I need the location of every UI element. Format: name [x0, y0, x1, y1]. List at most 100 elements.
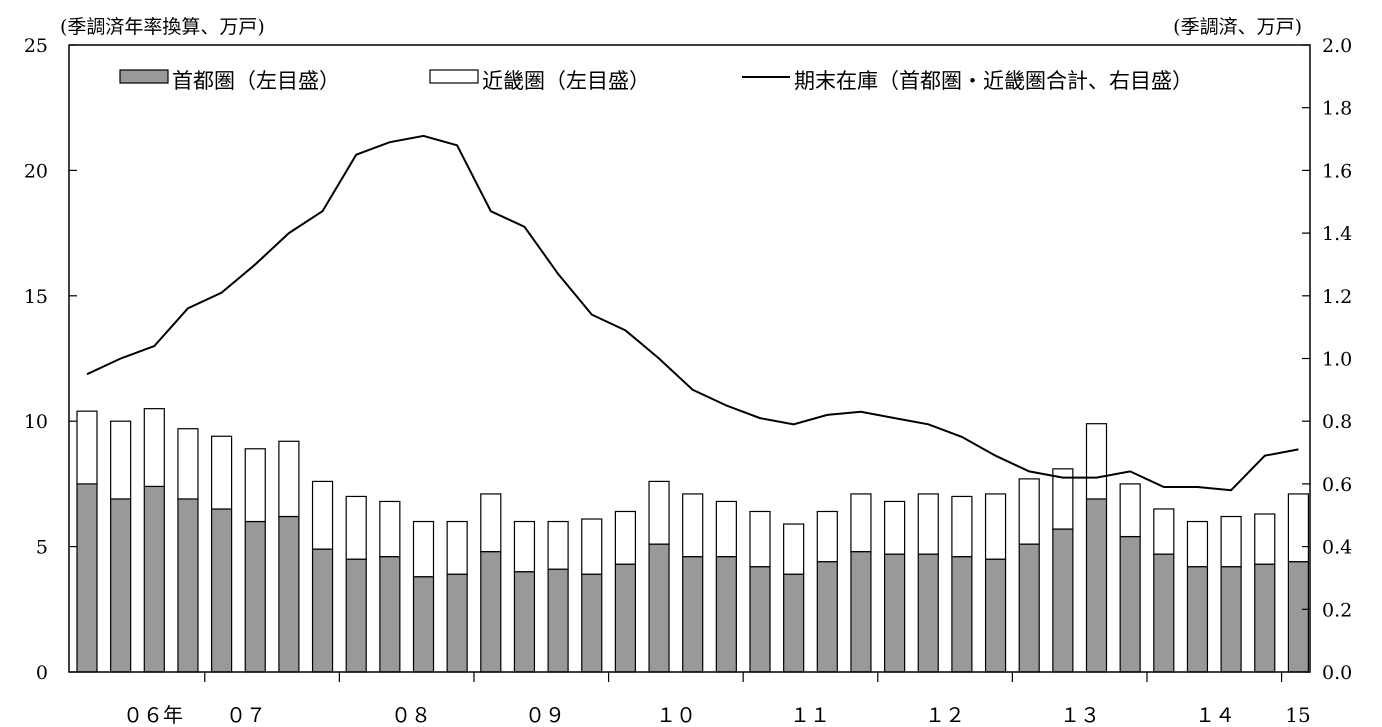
bar-tokyo	[614, 563, 637, 673]
legend-label-inventory: 期末在庫（首都圏・近畿圏合計、右目盛）	[794, 69, 1193, 93]
right-tick-label: 1.0	[1322, 349, 1352, 371]
bar-tokyo	[345, 558, 367, 673]
right-tick-label: 1.8	[1322, 98, 1352, 120]
right-tick-label: 0.4	[1322, 537, 1352, 559]
bar-kinki	[715, 500, 737, 558]
legend-swatch-tokyo	[119, 69, 169, 84]
left-tick-label: 15	[24, 286, 48, 308]
legend-swatch-kinki	[429, 69, 479, 84]
left-tick-label: 20	[24, 160, 48, 182]
x-tick-label: １４	[1195, 703, 1235, 727]
bar-tokyo	[783, 573, 805, 673]
bar-kinki	[648, 480, 670, 545]
bar-kinki	[547, 520, 569, 570]
bar-tokyo	[1052, 528, 1074, 673]
bar-kinki	[513, 520, 536, 573]
right-tick-label: 0.2	[1322, 599, 1352, 621]
left-tick-label: 5	[36, 537, 48, 559]
bar-kinki	[311, 480, 334, 550]
bar-tokyo	[412, 576, 435, 673]
bar-kinki	[1018, 478, 1040, 545]
x-tick-label: ０６年	[123, 703, 183, 727]
right-axis: 0.0 0.2 0.4 0.6 0.8 1.0 1.2 1.4 1.6 1.8 2.0	[1302, 35, 1352, 684]
bar-tokyo	[749, 566, 771, 673]
legend: 首都圏（左目盛） 近畿圏（左目盛） 期末在庫（首都圏・近畿圏合計、右目盛）	[119, 69, 1193, 93]
bar-kinki	[783, 523, 805, 575]
bar-tokyo	[278, 515, 300, 673]
x-tick-label: ０７	[226, 703, 266, 727]
right-tick-label: 1.2	[1322, 286, 1352, 308]
bar-tokyo	[1186, 566, 1209, 673]
inventory-line	[86, 134, 1299, 492]
bar-kinki	[379, 500, 401, 558]
bar-tokyo	[1220, 566, 1242, 673]
bar-tokyo	[1119, 535, 1141, 673]
bar-tokyo	[513, 571, 536, 673]
bar-tokyo	[211, 508, 233, 673]
bar-kinki	[1287, 493, 1310, 563]
bar-tokyo	[1153, 553, 1175, 673]
bar-kinki	[244, 448, 266, 523]
right-tick-label: 2.0	[1322, 35, 1352, 57]
bar-kinki	[211, 435, 233, 510]
legend-label-tokyo: 首都圏（左目盛）	[172, 69, 340, 93]
bar-kinki	[1052, 468, 1074, 530]
left-tick-label: 0	[36, 662, 48, 684]
bar-tokyo	[883, 553, 906, 673]
x-tick-label: １１	[790, 703, 830, 727]
bar-kinki	[984, 493, 1007, 560]
bar-kinki	[1186, 520, 1209, 568]
right-tick-label: 1.4	[1322, 223, 1352, 245]
bar-kinki	[278, 440, 300, 518]
bar-tokyo	[917, 553, 939, 673]
bar-kinki	[917, 493, 939, 555]
bar-kinki	[446, 520, 468, 575]
bar-tokyo	[951, 556, 973, 673]
bar-kinki	[1153, 508, 1175, 555]
bar-kinki	[850, 493, 872, 553]
bar-tokyo	[1254, 563, 1276, 673]
bar-kinki	[682, 493, 704, 558]
left-tick-label: 10	[24, 411, 48, 433]
bar-tokyo	[1287, 561, 1310, 673]
bar-tokyo	[110, 498, 132, 673]
bar-kinki	[581, 518, 603, 575]
right-tick-label: 0.8	[1322, 411, 1352, 433]
bar-tokyo	[143, 485, 165, 673]
bar-kinki	[480, 493, 502, 553]
line-layer	[86, 134, 1299, 492]
bar-tokyo	[1018, 543, 1040, 673]
bar-kinki	[951, 495, 973, 558]
x-tick-label: １３	[1060, 703, 1100, 727]
bar-kinki	[749, 510, 771, 568]
bar-tokyo	[379, 556, 401, 673]
bar-tokyo	[682, 556, 704, 673]
bar-tokyo	[850, 551, 872, 673]
bar-kinki	[412, 520, 435, 578]
bar-kinki	[1220, 515, 1242, 568]
bar-kinki	[76, 410, 98, 485]
bar-tokyo	[1085, 498, 1108, 673]
bar-kinki	[1085, 423, 1108, 500]
bar-tokyo	[816, 561, 838, 673]
x-tick-label: 15	[1285, 703, 1310, 727]
bar-kinki	[1254, 513, 1276, 565]
bar-tokyo	[311, 548, 334, 673]
bar-tokyo	[984, 558, 1007, 673]
right-tick-label: 1.6	[1322, 160, 1352, 182]
x-tick-label: ０９	[525, 703, 565, 727]
legend-label-kinki: 近畿圏（左目盛）	[482, 69, 650, 93]
bar-layer	[76, 408, 1310, 673]
x-tick-label: ０８	[391, 703, 431, 727]
bar-tokyo	[581, 573, 603, 673]
left-axis-label: (季調済年率換算、万戸)	[60, 16, 265, 38]
bar-tokyo	[715, 556, 737, 673]
x-axis: ０６年 ０７ ０８ ０９ １０ １１ １２ １３ １４ 15	[123, 672, 1311, 727]
bar-tokyo	[244, 520, 266, 673]
bar-kinki	[143, 408, 165, 488]
left-tick-label: 25	[24, 35, 48, 57]
bar-tokyo	[446, 573, 468, 673]
bar-tokyo	[480, 551, 502, 673]
bar-tokyo	[547, 568, 569, 673]
